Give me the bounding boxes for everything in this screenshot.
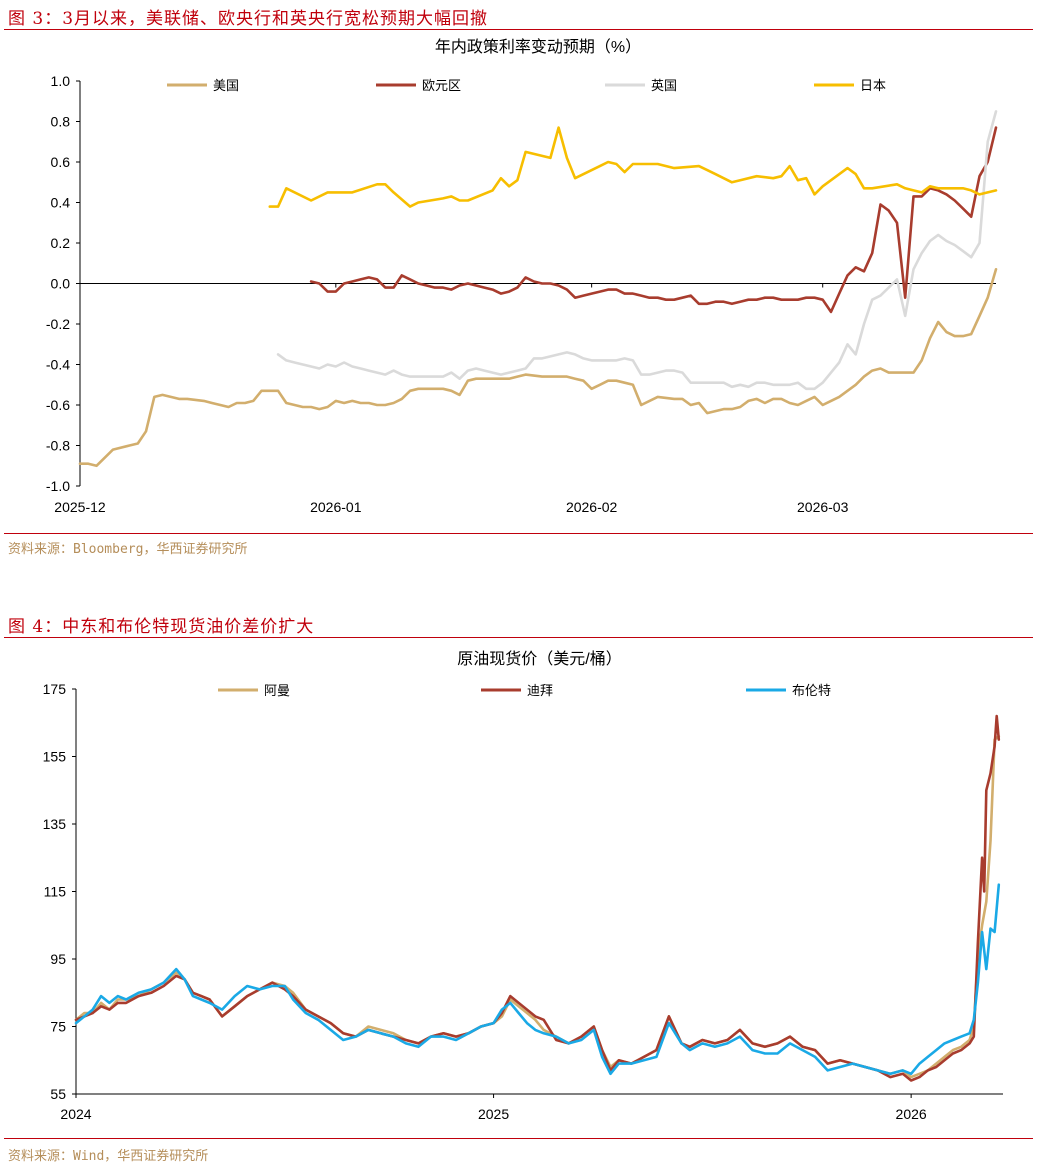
chart1-legend-label: 英国	[651, 78, 677, 93]
chart1-legend-label: 日本	[860, 78, 886, 93]
chart1-series-line-1	[78, 268, 998, 468]
figure2-title: 图 4：中东和布伦特现货油价差价扩大	[8, 617, 315, 637]
chart1-y-tick-label: -0.8	[46, 438, 70, 454]
chart1-y-tick-label: -0.6	[46, 397, 70, 413]
chart2-y-tick-label: 175	[43, 681, 67, 697]
chart2-series-line-1	[74, 735, 1001, 1079]
chart2-y-tick-label: 155	[43, 749, 67, 765]
chart1-x-tick-label: 2026-01	[310, 499, 362, 515]
chart1-series-line-4	[268, 126, 998, 208]
chart1-y-tick-label: 0.4	[51, 195, 71, 211]
chart-crude-spot-prices: 原油现货价（美元/桶） 55 75 95 115 135 155 175 2024 2025 202…	[43, 650, 1003, 1122]
chart1-y-tick-label: -0.4	[46, 357, 70, 373]
chart2-y-tick-label: 75	[50, 1019, 66, 1035]
chart1-y-tick-label: 0.2	[51, 235, 71, 251]
figure1-source: 资料来源：Bloomberg，华西证券研究所	[8, 542, 248, 557]
figure1-top-rule	[4, 29, 1033, 30]
chart2-y-tick-label: 115	[44, 884, 67, 900]
chart1-y-tick-label: 1.0	[51, 73, 71, 89]
chart1-series-line-2	[309, 126, 998, 314]
chart2-legend-label: 布伦特	[792, 683, 831, 698]
figure1-title: 图 3：3月以来，美联储、欧央行和英央行宽松预期大幅回撤	[8, 9, 489, 29]
figure2-top-rule	[4, 637, 1033, 638]
chart1-y-tick-label: -1.0	[46, 478, 70, 494]
chart1-y-tick-label: -0.2	[46, 316, 70, 332]
chart-policy-rate-expectations: 年内政策利率变动预期（%） -1.0 -0.8 -0.6 -0.4 -0.2 0.0 0.2 0…	[46, 38, 998, 515]
chart1-x-tick-label: 2025-12	[54, 499, 106, 515]
chart2-x-tick-label: 2025	[478, 1106, 509, 1122]
figure2-bottom-rule	[4, 1138, 1033, 1139]
chart1-y-tick-label: 0.8	[51, 114, 71, 130]
chart2-x-tick-label: 2024	[60, 1106, 91, 1122]
chart1-title: 年内政策利率变动预期（%）	[435, 38, 641, 56]
chart2-legend-label: 阿曼	[264, 683, 290, 698]
chart1-x-tick-label: 2026-02	[566, 499, 618, 515]
chart2-y-tick-label: 135	[43, 816, 67, 832]
chart1-legend-label: 欧元区	[422, 78, 461, 93]
chart1-x-tick-label: 2026-03	[797, 499, 849, 515]
figure1-bottom-rule	[4, 533, 1033, 534]
chart1-legend-label: 美国	[213, 78, 239, 93]
figure2-source: 资料来源：Wind，华西证券研究所	[8, 1149, 209, 1164]
chart2-y-tick-label: 95	[50, 951, 66, 967]
chart1-series-line-3	[276, 110, 998, 391]
chart2-series-line-3	[74, 883, 1001, 1076]
chart2-series-line-2	[74, 714, 1001, 1082]
chart2-legend-label: 迪拜	[527, 683, 553, 698]
chart2-y-tick-label: 55	[50, 1086, 66, 1102]
chart2-x-tick-label: 2026	[896, 1106, 927, 1122]
chart1-y-tick-label: 0.6	[51, 154, 71, 170]
chart1-y-tick-label: 0.0	[51, 276, 71, 292]
chart2-title: 原油现货价（美元/桶）	[457, 650, 621, 668]
